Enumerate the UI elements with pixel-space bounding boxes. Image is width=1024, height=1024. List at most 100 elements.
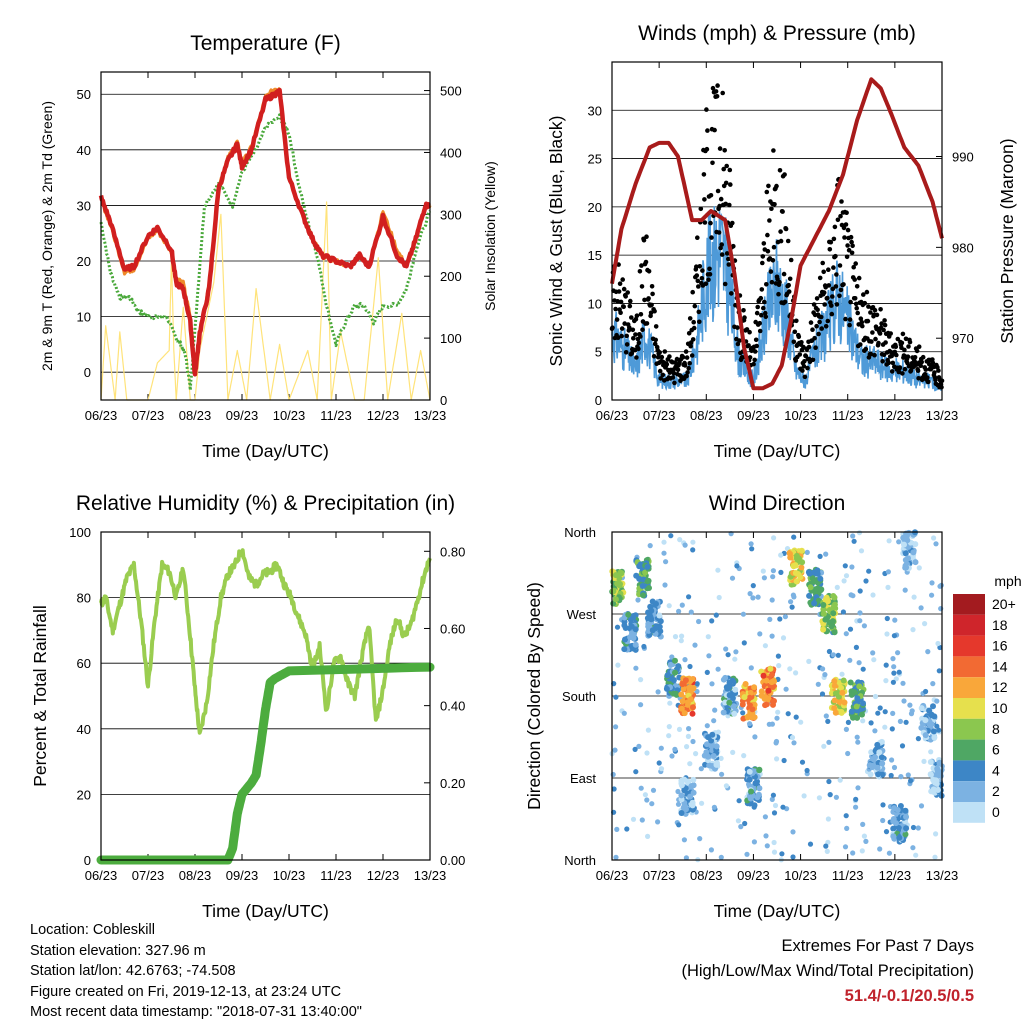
direction-dot bbox=[910, 845, 916, 851]
gust-dot bbox=[813, 345, 818, 351]
gust-dot bbox=[873, 336, 878, 342]
direction-dot bbox=[763, 677, 770, 684]
gust-dot bbox=[717, 203, 722, 209]
gust-dot bbox=[782, 172, 787, 177]
gust-dot bbox=[830, 286, 836, 292]
direction-dot bbox=[928, 749, 934, 755]
direction-dot bbox=[785, 711, 791, 717]
x-tick-label: 12/23 bbox=[367, 408, 400, 423]
direction-dot bbox=[617, 569, 624, 576]
y-tick-label: 30 bbox=[588, 103, 602, 118]
direction-dot bbox=[650, 787, 657, 793]
direction-dot bbox=[933, 831, 939, 837]
gust-dot bbox=[650, 291, 655, 297]
y2-tick-label: 990 bbox=[952, 149, 974, 164]
direction-dot bbox=[718, 755, 724, 762]
direction-dot bbox=[649, 627, 656, 634]
direction-dot bbox=[830, 652, 837, 658]
gust-dot bbox=[864, 289, 870, 295]
y-axis-label: Percent & Total Rainfall bbox=[30, 605, 50, 787]
gust-dot bbox=[765, 248, 771, 254]
direction-dot bbox=[705, 753, 711, 760]
gust-dot bbox=[923, 367, 929, 372]
gust-dot bbox=[691, 319, 696, 325]
x-tick-label: 12/23 bbox=[367, 868, 400, 883]
panel-4: Wind Direction Time (Day/UTC) 06/23 07/23 08… bbox=[524, 492, 958, 921]
direction-dot bbox=[905, 772, 911, 778]
direction-dot bbox=[884, 615, 890, 622]
panel-title: Relative Humidity (%) & Precipitation (i… bbox=[76, 492, 455, 515]
direction-dot bbox=[756, 767, 763, 774]
direction-dot bbox=[661, 550, 667, 556]
direction-dot bbox=[657, 618, 664, 625]
y2-tick-label: 400 bbox=[440, 145, 462, 160]
direction-dots bbox=[609, 529, 945, 863]
direction-dot bbox=[715, 567, 721, 573]
direction-dot bbox=[621, 622, 628, 629]
direction-dot bbox=[844, 825, 850, 832]
direction-dot bbox=[860, 821, 866, 828]
direction-dot bbox=[817, 553, 823, 560]
direction-dot bbox=[669, 753, 675, 759]
gust-dot bbox=[874, 312, 880, 318]
direction-dot bbox=[918, 705, 925, 712]
direction-dot bbox=[731, 710, 738, 717]
direction-dot bbox=[718, 854, 724, 860]
direction-dot bbox=[666, 603, 672, 609]
direction-dot bbox=[751, 839, 758, 845]
gust-dot bbox=[700, 268, 705, 273]
direction-dot bbox=[807, 584, 814, 591]
direction-dot bbox=[789, 734, 796, 741]
direction-dot bbox=[732, 686, 739, 693]
gust-dot bbox=[690, 289, 695, 295]
gust-dot bbox=[823, 324, 829, 329]
x-tick-label: 12/23 bbox=[879, 868, 912, 883]
gust-dot bbox=[918, 363, 923, 369]
gust-dot bbox=[757, 328, 763, 334]
gust-dot bbox=[791, 339, 797, 345]
direction-dot bbox=[895, 825, 902, 831]
direction-dot bbox=[854, 714, 861, 721]
direction-dot bbox=[843, 631, 849, 637]
direction-dot bbox=[891, 805, 898, 812]
gust-dot bbox=[825, 318, 831, 324]
direction-dot bbox=[851, 538, 857, 544]
direction-dot bbox=[751, 714, 758, 721]
gust-dot bbox=[855, 310, 860, 316]
gust-dot bbox=[839, 199, 844, 204]
gust-dot bbox=[817, 319, 822, 325]
extremes-subtitle: (High/Low/Max Wind/Total Precipitation) bbox=[681, 962, 974, 980]
y-tick-label: 20 bbox=[77, 787, 91, 802]
gust-dot bbox=[613, 306, 618, 312]
y-tick-label: West bbox=[567, 607, 597, 622]
direction-dot bbox=[820, 606, 827, 613]
created-text: Figure created on Fri, 2019-12-13, at 23… bbox=[30, 983, 342, 1000]
gust-dot bbox=[620, 277, 625, 282]
gust-dot bbox=[675, 367, 681, 373]
direction-dot bbox=[850, 533, 856, 539]
direction-dot bbox=[713, 761, 720, 768]
direction-dot bbox=[936, 668, 942, 674]
legend-label: 18 bbox=[992, 617, 1008, 633]
direction-dot bbox=[770, 792, 777, 798]
direction-dot bbox=[932, 854, 938, 860]
gust-dot bbox=[766, 183, 771, 189]
direction-dot bbox=[883, 829, 890, 835]
x-axis-label: Time (Day/UTC) bbox=[202, 441, 329, 461]
y2-tick-label: 300 bbox=[440, 207, 462, 222]
direction-dot bbox=[902, 807, 909, 814]
y-tick-label: East bbox=[570, 771, 596, 786]
direction-dot bbox=[769, 633, 775, 639]
direction-dot bbox=[831, 682, 838, 689]
gust-dot bbox=[915, 368, 921, 374]
direction-dot bbox=[762, 814, 769, 820]
direction-dot bbox=[903, 719, 909, 725]
gust-dot bbox=[752, 357, 757, 363]
direction-dot bbox=[778, 569, 784, 576]
gust-dot bbox=[639, 284, 645, 289]
direction-dot bbox=[746, 768, 753, 775]
direction-dot bbox=[854, 734, 860, 740]
direction-dot bbox=[613, 854, 619, 860]
gust-dot bbox=[810, 357, 816, 363]
